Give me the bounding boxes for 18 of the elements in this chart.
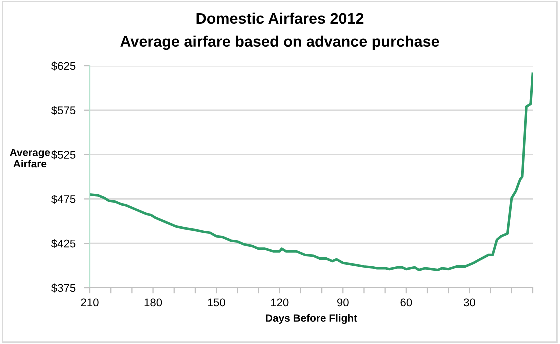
line-series — [90, 72, 533, 272]
y-tick-label: $625 — [52, 62, 76, 71]
y-tick-label: $425 — [52, 239, 76, 248]
chart-subtitle: Average airfare based on advance purchase — [120, 36, 440, 50]
x-axis-title: Days Before Flight — [266, 314, 358, 324]
y-tick-label: $375 — [52, 284, 76, 293]
x-tick-label: 60 — [400, 298, 412, 307]
x-tick-label: 180 — [144, 298, 162, 307]
y-axis-title: Average Airfare — [10, 149, 50, 168]
y-tick-label: $525 — [52, 150, 76, 160]
x-tick-label: 150 — [208, 298, 226, 307]
x-tick-label: 210 — [81, 298, 99, 307]
y-tick-label: $475 — [52, 195, 76, 204]
chart-title: Domestic Airfares 2012 — [196, 12, 364, 24]
x-tick-label: 90 — [337, 298, 349, 307]
x-tick-label: 30 — [464, 298, 476, 307]
y-tick-label: $575 — [52, 106, 76, 116]
x-tick-label: 120 — [271, 298, 289, 307]
